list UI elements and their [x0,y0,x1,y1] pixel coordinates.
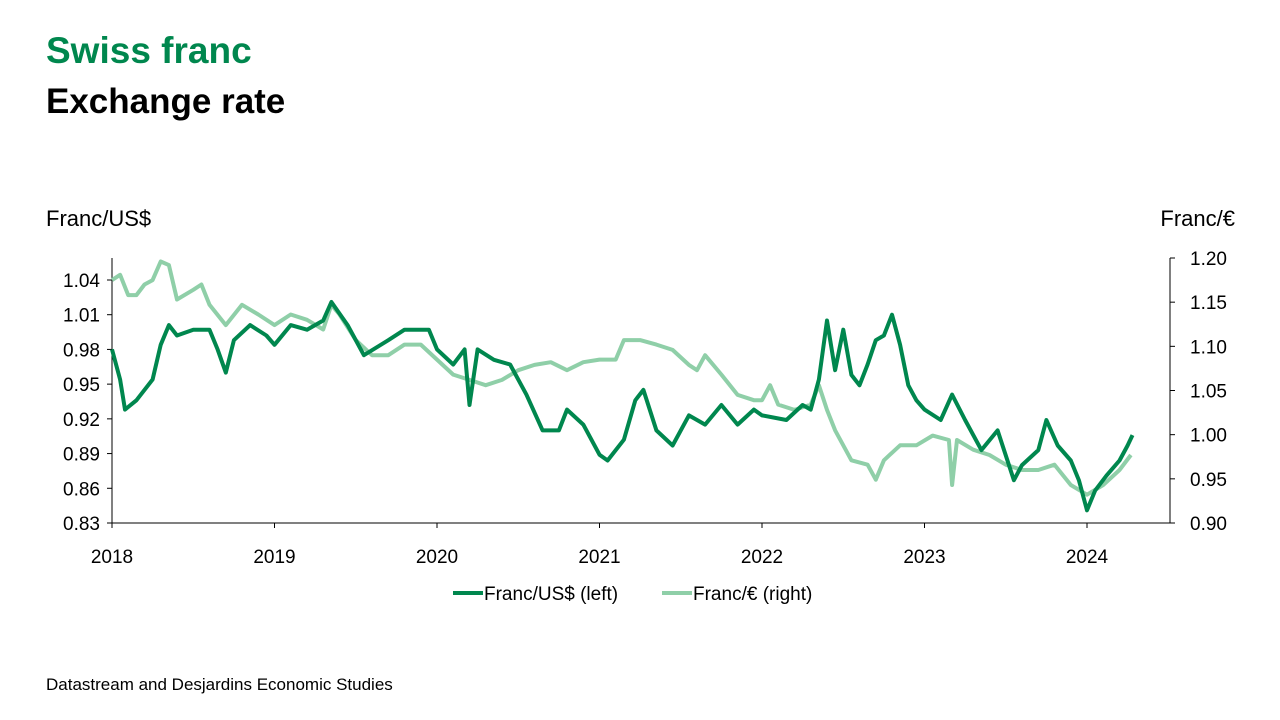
left-axis-label: Franc/US$ [46,206,152,231]
right-tick-label: 0.90 [1190,514,1227,535]
legend-label: Franc/US$ (left) [484,584,618,605]
chart-subtitle: Exchange rate [46,82,286,121]
x-tick-label: 2023 [903,547,945,568]
right-tick-label: 1.05 [1190,382,1227,403]
x-tick-label: 2018 [91,547,133,568]
left-tick-label: 0.86 [63,479,100,500]
x-tick-label: 2022 [741,547,783,568]
eur-series-line [110,259,1133,497]
usd-series-line [110,300,1135,513]
right-tick-label: 1.15 [1190,293,1227,314]
right-tick-label: 1.00 [1190,426,1227,447]
x-tick-label: 2024 [1066,547,1109,568]
left-tick-label: 0.92 [63,410,100,431]
left-tick-label: 0.89 [63,445,100,466]
x-tick-label: 2019 [253,547,295,568]
left-tick-label: 0.95 [63,375,100,396]
right-axis-label: Franc/€ [1160,206,1235,231]
left-tick-label: 0.83 [63,514,100,535]
left-tick-label: 1.01 [63,306,100,327]
right-tick-label: 0.95 [1190,470,1227,491]
source-note: Datastream and Desjardins Economic Studi… [46,675,393,694]
chart-title: Swiss franc [46,30,252,71]
right-tick-label: 1.20 [1190,249,1227,270]
x-tick-label: 2020 [416,547,458,568]
legend-label: Franc/€ (right) [693,584,812,605]
left-tick-label: 0.98 [63,340,100,361]
x-tick-label: 2021 [578,547,620,568]
left-tick-label: 1.04 [63,271,100,292]
right-tick-label: 1.10 [1190,337,1227,358]
